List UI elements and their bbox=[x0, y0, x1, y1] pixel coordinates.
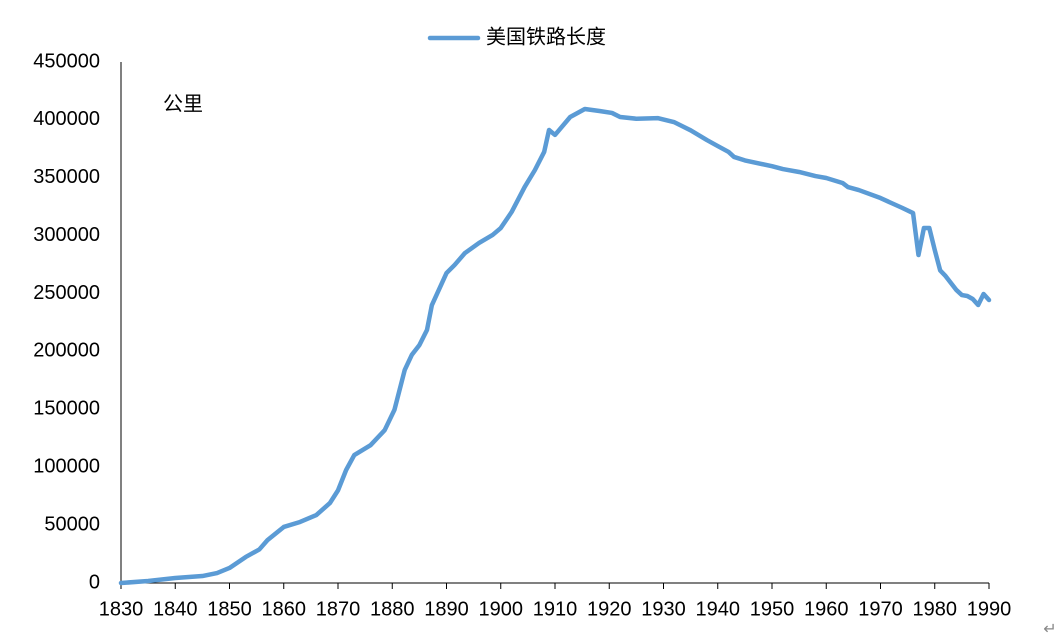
x-tick-label: 1830 bbox=[99, 598, 144, 620]
y-tick-label: 400000 bbox=[33, 108, 100, 130]
x-tick-label: 1950 bbox=[750, 598, 795, 620]
y-tick-label: 0 bbox=[89, 571, 100, 593]
y-tick-label: 450000 bbox=[33, 50, 100, 72]
y-axis-unit: 公里 bbox=[163, 93, 203, 115]
y-tick-label: 350000 bbox=[33, 166, 100, 188]
end-mark: ↵ bbox=[1043, 621, 1056, 638]
x-tick-label: 1970 bbox=[858, 598, 903, 620]
y-tick-label: 200000 bbox=[33, 340, 100, 362]
y-tick-label: 150000 bbox=[33, 398, 100, 420]
x-tick-label: 1980 bbox=[913, 598, 958, 620]
x-tick-label: 1850 bbox=[207, 598, 252, 620]
x-tick-label: 1880 bbox=[370, 598, 415, 620]
x-tick-label: 1990 bbox=[967, 598, 1012, 620]
x-tick-label: 1840 bbox=[153, 598, 198, 620]
y-tick-label: 50000 bbox=[44, 513, 100, 535]
x-tick-label: 1870 bbox=[316, 598, 361, 620]
x-tick-label: 1890 bbox=[424, 598, 469, 620]
data-line bbox=[118, 106, 992, 586]
x-tick-label: 1960 bbox=[804, 598, 849, 620]
x-tick-label: 1920 bbox=[587, 598, 632, 620]
y-tick-label: 250000 bbox=[33, 282, 100, 304]
x-tick-label: 1940 bbox=[696, 598, 741, 620]
y-tick-label: 100000 bbox=[33, 456, 100, 478]
x-tick-label: 1930 bbox=[641, 598, 686, 620]
x-tick-label: 1900 bbox=[479, 598, 524, 620]
legend-label: 美国铁路长度 bbox=[486, 25, 606, 48]
x-tick-label: 1860 bbox=[262, 598, 307, 620]
x-tick-label: 1910 bbox=[533, 598, 578, 620]
y-tick-label: 300000 bbox=[33, 224, 100, 246]
